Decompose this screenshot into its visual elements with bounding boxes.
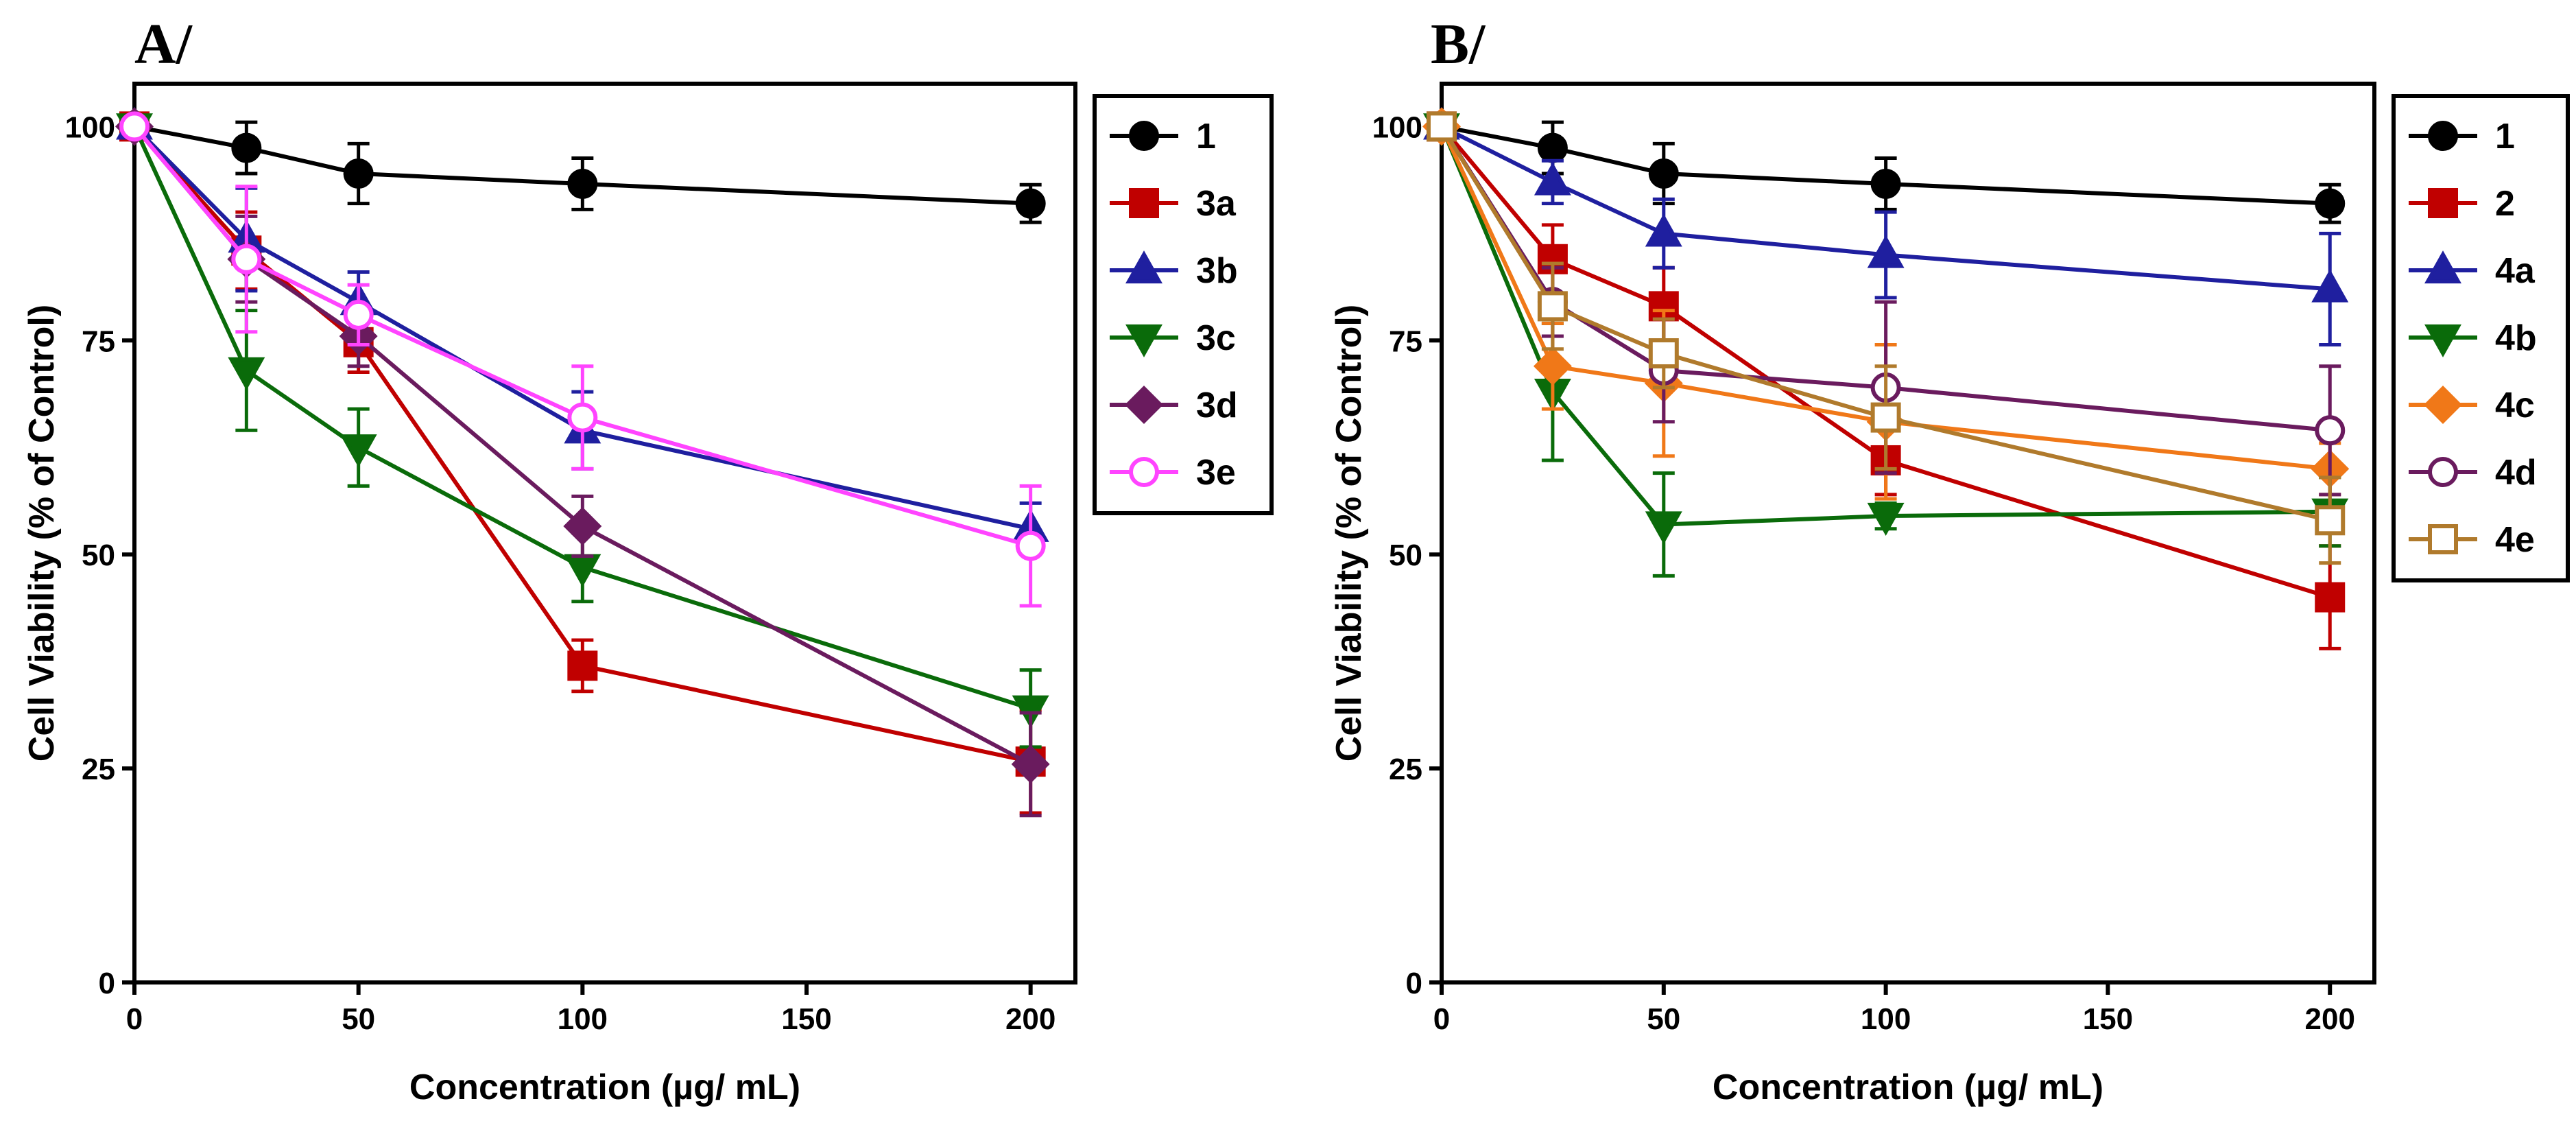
y-tick-label: 50 (1389, 539, 1422, 572)
data-point (1015, 530, 1046, 561)
data-point (1012, 695, 1049, 729)
x-tick-label: 0 (1433, 1002, 1450, 1036)
y-tick-label: 50 (82, 539, 115, 572)
legend-marker (1125, 386, 1163, 424)
data-point (2311, 269, 2349, 303)
data-point (1015, 188, 1046, 219)
series-1 (119, 111, 1046, 224)
series-3e (119, 111, 1046, 608)
series-1 (1427, 111, 2346, 224)
legend-label: 1 (2495, 117, 2515, 156)
legend-marker (2424, 386, 2462, 424)
series-4e (1427, 111, 2346, 565)
legend-label: 3d (1196, 386, 1238, 425)
y-tick-label: 0 (99, 967, 115, 1000)
legend-marker (1129, 457, 1159, 487)
x-axis-title: Concentration (µg/ mL) (1713, 1068, 2103, 1107)
x-tick-label: 150 (2083, 1002, 2133, 1036)
legend-box (1093, 94, 1274, 515)
x-tick-label: 50 (342, 1002, 375, 1036)
x-tick-label: 100 (1861, 1002, 1911, 1036)
data-point (1537, 291, 1568, 322)
data-point (567, 168, 598, 199)
y-tick-label: 100 (65, 110, 115, 144)
legend-label: 4d (2495, 453, 2537, 493)
panel-b: B/0 25 50 75 100 0 50 100 150 200 Concentration (µ… (1329, 12, 2570, 1107)
data-point (1427, 111, 1457, 142)
legend-label: 2 (2495, 184, 2515, 224)
legend-marker (2428, 457, 2458, 487)
data-point (2315, 188, 2346, 219)
data-point (1645, 213, 1682, 247)
data-point (231, 244, 262, 274)
legend-marker (2428, 121, 2458, 151)
data-point (1534, 162, 1571, 196)
legend-label: 4c (2495, 386, 2535, 425)
legend-label: 3c (1196, 318, 1236, 358)
data-point (2315, 415, 2346, 446)
data-point (339, 434, 377, 468)
x-tick-label: 100 (558, 1002, 608, 1036)
data-point (563, 507, 602, 546)
x-axis-title: Concentration (µg/ mL) (409, 1068, 800, 1107)
data-point (1533, 346, 1572, 386)
data-point (1011, 744, 1050, 783)
y-axis-title: Cell Viability (% of Control) (22, 305, 62, 762)
data-point (2315, 582, 2346, 613)
legend-marker (2424, 250, 2461, 284)
legend-label: 4a (2495, 251, 2536, 291)
x-tick-label: 200 (1005, 1002, 1056, 1036)
legend-marker (2428, 188, 2458, 218)
data-point (567, 650, 598, 681)
legend-marker (2428, 524, 2458, 554)
data-point (1870, 402, 1901, 433)
data-point (1870, 168, 1901, 199)
data-point (228, 357, 265, 390)
legend-label: 3e (1196, 453, 1236, 493)
data-point (1645, 511, 1682, 545)
x-tick-label: 150 (781, 1002, 831, 1036)
x-tick-label: 200 (2305, 1002, 2355, 1036)
legend-label: 4b (2495, 318, 2537, 358)
legend-marker (1125, 250, 1162, 284)
x-tick-label: 0 (126, 1002, 143, 1036)
legend-marker (1129, 188, 1159, 218)
data-point (567, 402, 598, 433)
y-tick-label: 75 (1389, 325, 1422, 358)
x-tick-label: 50 (1647, 1002, 1680, 1036)
y-tick-label: 25 (82, 753, 115, 786)
data-point (343, 158, 374, 189)
legend-label: 3a (1196, 184, 1237, 224)
data-point (119, 111, 150, 142)
y-tick-label: 75 (82, 325, 115, 358)
data-point (1648, 158, 1679, 189)
panel-a: A/0 25 50 75 100 0 50 100 150 200 Concentration (µ… (22, 12, 1274, 1107)
panel-label: B/ (1431, 12, 1486, 76)
plot-frame (132, 82, 1077, 984)
panel-label: A/ (134, 12, 193, 76)
data-point (2315, 505, 2346, 536)
y-tick-label: 25 (1389, 753, 1422, 786)
plot-frame (1440, 82, 2376, 984)
data-point (1537, 132, 1568, 163)
data-point (1867, 235, 1905, 268)
data-point (1648, 338, 1679, 368)
legend-label: 4e (2495, 520, 2535, 560)
legend-marker (1125, 324, 1162, 357)
y-tick-label: 0 (1406, 967, 1422, 1000)
legend-marker (1129, 121, 1159, 151)
data-point (1867, 502, 1905, 536)
y-axis-title: Cell Viability (% of Control) (1329, 305, 1369, 762)
y-tick-label: 100 (1372, 110, 1422, 144)
legend-label: 1 (1196, 117, 1216, 156)
legend-marker (2424, 324, 2461, 357)
data-point (231, 132, 262, 163)
legend-label: 3b (1196, 251, 1238, 291)
data-point (343, 299, 374, 330)
